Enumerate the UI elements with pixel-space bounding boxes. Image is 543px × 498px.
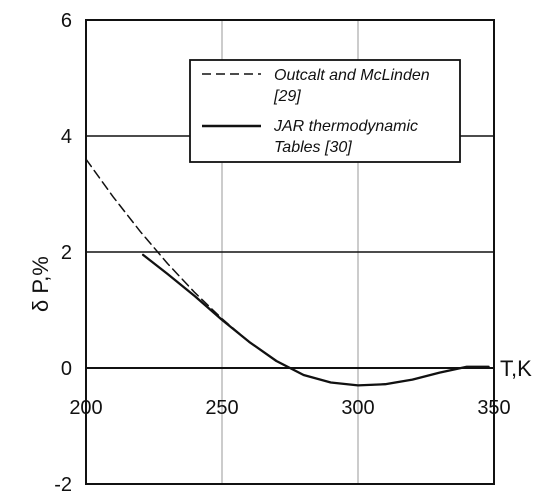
tick-labels: 200 250 300 350 -2 0 2 4 6 — [54, 10, 510, 496]
y-axis-label: δ P,% — [28, 256, 53, 312]
x-tick-label: 250 — [205, 397, 238, 419]
legend-label-jar-thermodynamic: JAR thermodynamic — [273, 118, 418, 135]
legend-label-outcalt-mclinden: Outcalt and McLinden — [274, 67, 430, 84]
legend: Outcalt and McLinden [29] JAR thermodynami… — [189, 59, 461, 163]
y-tick-label: -2 — [54, 474, 72, 496]
legend-label-outcalt-mclinden: [29] — [273, 88, 301, 105]
x-tick-label: 350 — [477, 397, 510, 419]
series-lines — [85, 158, 490, 387]
legend-box — [189, 59, 461, 163]
series-line-outcalt-mclinden — [85, 158, 490, 387]
series-line-jar-thermodynamic — [141, 253, 490, 387]
y-tick-label: 0 — [61, 358, 72, 380]
x-axis-label: T,K — [500, 356, 532, 381]
x-tick-label: 200 — [69, 397, 102, 419]
y-tick-label: 6 — [61, 10, 72, 32]
x-tick-label: 300 — [341, 397, 374, 419]
legend-label-jar-thermodynamic: Tables [30] — [274, 139, 352, 156]
y-tick-label: 4 — [61, 126, 72, 148]
plot-frame — [85, 19, 495, 485]
y-tick-label: 2 — [61, 242, 72, 264]
